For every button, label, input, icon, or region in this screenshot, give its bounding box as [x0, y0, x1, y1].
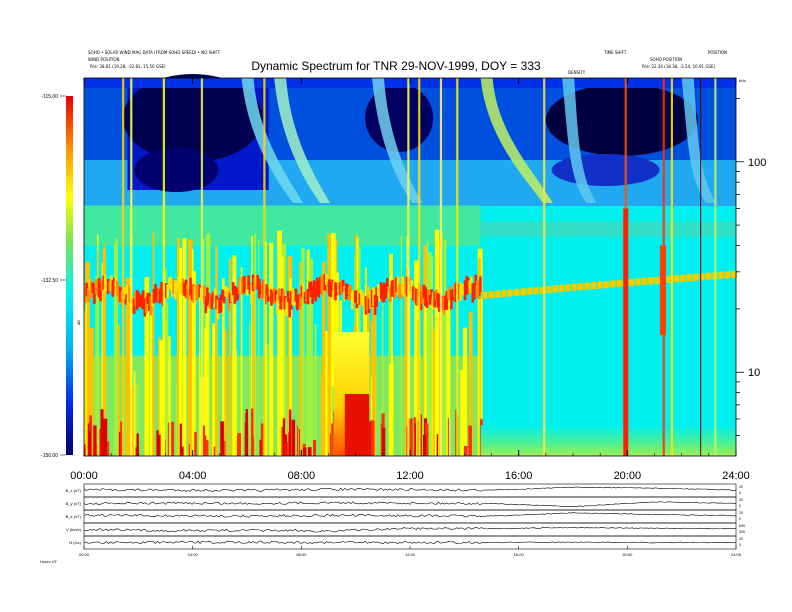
- panel-tick-label: 20: [739, 498, 743, 502]
- y-tick-label: 100: [748, 157, 766, 169]
- panel-x-tick-label: 08:00: [296, 552, 307, 557]
- panel-x-tick-label: 12:00: [405, 552, 416, 557]
- density-label: DENSITY: [568, 70, 586, 75]
- panel-x-tick-label: 04:00: [188, 552, 199, 557]
- panel-trace: [83, 501, 737, 508]
- panel-tick-label: 0: [739, 504, 741, 508]
- y-unit-label: kHz: [739, 78, 746, 83]
- chart-title: Dynamic Spectrum for TNR 29-NOV-1999, DO…: [251, 59, 541, 73]
- panel-x-tick-label: 24:00: [731, 552, 742, 557]
- colorbar: [66, 96, 73, 455]
- panel-x-tick-label: 00:00: [79, 552, 90, 557]
- panel-tick-label: 20: [739, 485, 743, 489]
- panel-tick-label: 300: [739, 530, 745, 534]
- colorbar-tick-label: -115.00: [41, 94, 58, 100]
- panel-tick-label: 600: [739, 524, 745, 528]
- header-note-3: TIME SHIFT: [604, 50, 627, 55]
- panel-tick-label: 0: [739, 543, 741, 547]
- header-note-2: WIND POSITION: [88, 57, 120, 62]
- panel-tick-label: 0: [739, 491, 741, 495]
- x-tick-label: 12:00: [396, 470, 424, 482]
- x-tick-label: 16:00: [505, 470, 533, 482]
- colorbar-tick-label: -150.00: [41, 453, 58, 459]
- panel-tick-label: 0: [739, 517, 741, 521]
- panel-trace: [83, 512, 736, 518]
- colorbar-label: dB: [76, 320, 81, 325]
- panel-trace: [83, 486, 737, 492]
- colorbar-tick-label: -132.50: [41, 278, 58, 284]
- x-tick-label: 00:00: [70, 470, 98, 482]
- panel-trace: [83, 540, 737, 545]
- soho-position: Pos: 22.34 (18.38, -3.54, 10.91 GSE): [642, 64, 716, 69]
- header-note-5: SOHO POSITION: [650, 57, 683, 62]
- panel-label: B_x (nT): [66, 488, 82, 493]
- panel-x-tick-label: 16:00: [514, 552, 525, 557]
- panel-label: B_y (nT): [66, 501, 82, 506]
- panel-trace: [83, 526, 736, 533]
- header-note-1: SOHO • SOLAR WIND MAG DATA (FROM SOHO SP…: [88, 50, 221, 55]
- x-tick-label: 24:00: [722, 470, 750, 482]
- panel-tick-label: 20: [739, 511, 743, 515]
- header-note-4: POSITION: [708, 50, 728, 55]
- panel-label: N (/cc): [69, 540, 81, 545]
- panel-tick-label: 20: [739, 537, 743, 541]
- panel-label: B_z (nT): [66, 514, 82, 519]
- y-tick-label: 10: [748, 367, 760, 379]
- heatmap-area: [84, 74, 737, 456]
- x-tick-label: 20:00: [614, 470, 642, 482]
- wind-position: Pos: 38.81 (19.28, -32.81, 15.50 GSE): [90, 64, 166, 69]
- x-tick-label: 04:00: [179, 470, 207, 482]
- panel-x-tick-label: 20:00: [622, 552, 633, 557]
- x-tick-label: 08:00: [288, 470, 316, 482]
- panel-footer: Hours UT: [40, 559, 58, 564]
- panel-label: V (km/s): [66, 527, 82, 532]
